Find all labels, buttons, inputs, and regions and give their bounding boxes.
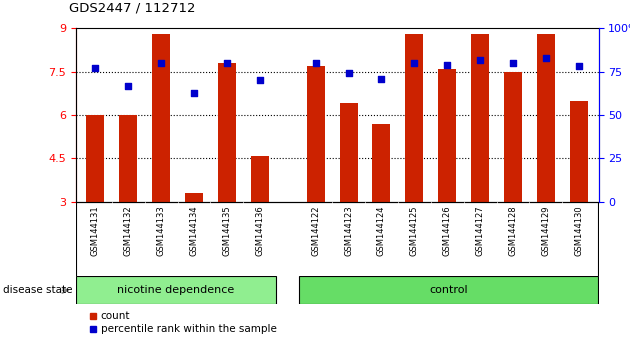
Point [189, 90, 199, 95]
Bar [340, 103, 358, 202]
Text: GSM144135: GSM144135 [222, 205, 231, 256]
Text: control: control [430, 285, 468, 295]
Point [90, 65, 100, 71]
Point [156, 60, 166, 66]
Text: percentile rank within the sample: percentile rank within the sample [101, 324, 277, 334]
Bar [405, 34, 423, 202]
Point [541, 55, 551, 61]
Point [123, 83, 134, 88]
Point [410, 60, 420, 66]
Bar [471, 34, 489, 202]
Bar [185, 193, 203, 202]
Text: count: count [101, 311, 130, 321]
Text: GSM144132: GSM144132 [123, 205, 133, 256]
Point [442, 62, 452, 68]
Bar [86, 115, 105, 202]
Bar [218, 63, 236, 202]
Text: GSM144128: GSM144128 [508, 205, 517, 256]
Text: GSM144126: GSM144126 [443, 205, 452, 256]
Text: GSM144134: GSM144134 [190, 205, 198, 256]
Text: GSM144131: GSM144131 [91, 205, 100, 256]
Text: GSM144125: GSM144125 [410, 205, 419, 256]
Bar [119, 115, 137, 202]
Point [255, 78, 265, 83]
Point [343, 70, 353, 76]
Text: GSM144133: GSM144133 [157, 205, 166, 256]
Bar [251, 155, 269, 202]
Text: disease state: disease state [3, 285, 72, 295]
Text: nicotine dependence: nicotine dependence [117, 285, 234, 295]
Bar [537, 34, 555, 202]
Text: GSM144122: GSM144122 [311, 205, 320, 256]
Point [311, 60, 321, 66]
Point [376, 76, 386, 81]
Text: GSM144129: GSM144129 [541, 205, 551, 256]
FancyBboxPatch shape [299, 276, 598, 304]
Text: GSM144124: GSM144124 [377, 205, 386, 256]
Bar [372, 124, 391, 202]
Bar [504, 72, 522, 202]
Bar [307, 66, 324, 202]
Point [475, 57, 485, 62]
Text: GSM144130: GSM144130 [575, 205, 583, 256]
Bar [570, 101, 588, 202]
Text: GDS2447 / 112712: GDS2447 / 112712 [69, 1, 196, 14]
Bar [438, 69, 456, 202]
Point [222, 60, 232, 66]
Bar [152, 34, 170, 202]
Text: GSM144127: GSM144127 [476, 205, 484, 256]
Point [574, 64, 584, 69]
Text: GSM144136: GSM144136 [255, 205, 264, 256]
FancyBboxPatch shape [76, 276, 276, 304]
Text: GSM144123: GSM144123 [344, 205, 353, 256]
Point [508, 60, 518, 66]
